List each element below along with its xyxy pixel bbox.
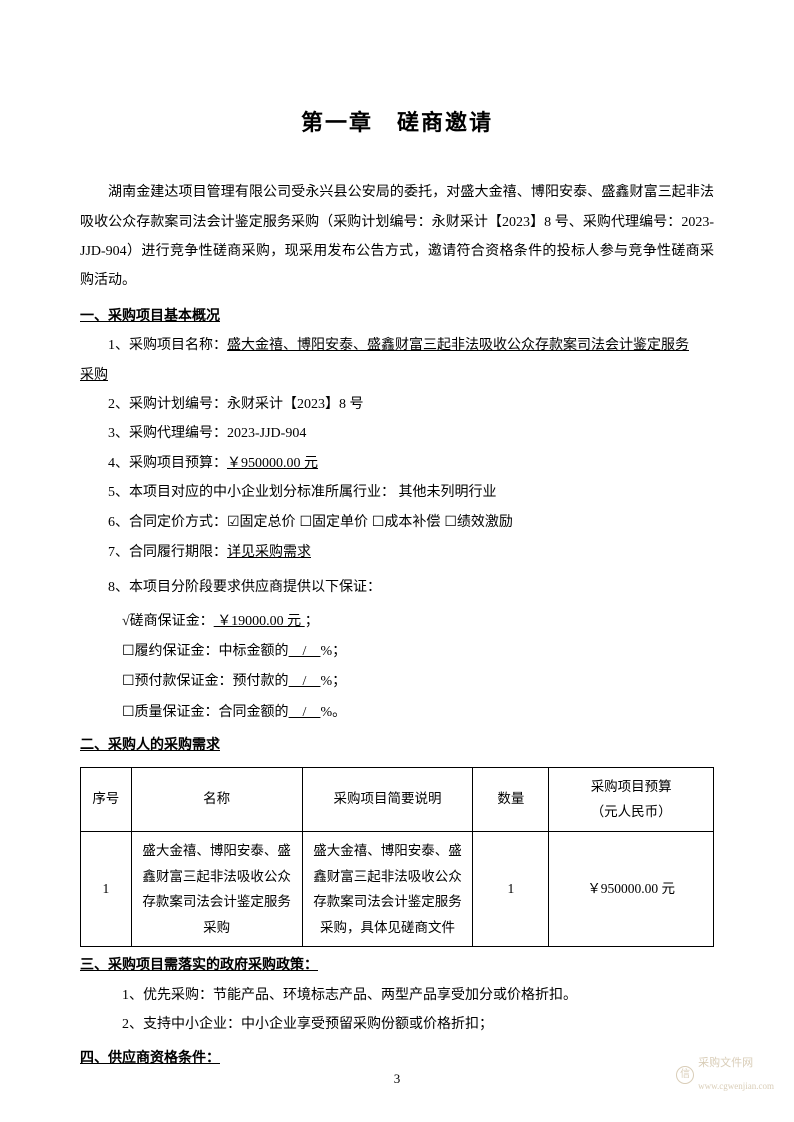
sub-bond-prefix: √磋商保证金： xyxy=(122,614,214,629)
th-budget: 采购项目预算 （元人民币） xyxy=(549,767,714,831)
item-5: 5、本项目对应的中小企业划分标准所属行业： 其他未列明行业 xyxy=(80,478,714,507)
intro-paragraph: 湖南金建达项目管理有限公司受永兴县公安局的委托，对盛大金禧、博阳安泰、盛鑫财富三… xyxy=(80,178,714,296)
sub-bond: √磋商保证金： ￥19000.00 元 ； xyxy=(80,607,714,636)
table-header-row: 序号 名称 采购项目简要说明 数量 采购项目预算 （元人民币） xyxy=(81,767,714,831)
watermark-text: 采购文件网 xyxy=(698,1057,753,1069)
sub-prepay: ☐预付款保证金：预付款的 / %； xyxy=(80,666,714,696)
td-qty: 1 xyxy=(473,831,549,947)
sub-quality-prefix: ☐质量保证金：合同金额的 xyxy=(122,703,289,719)
sub-quality: ☐质量保证金：合同金额的 / %。 xyxy=(80,697,714,727)
section-3-item-1: 1、优先采购：节能产品、环境标志产品、两型产品享受加分或价格折扣。 xyxy=(80,981,714,1010)
th-budget-l1: 采购项目预算 xyxy=(553,774,709,800)
item-4-value: ￥950000.00 元 xyxy=(227,456,318,471)
requirements-table: 序号 名称 采购项目简要说明 数量 采购项目预算 （元人民币） 1 盛大金禧、博… xyxy=(80,767,714,948)
item-4-prefix: 4、采购项目预算： xyxy=(108,456,227,471)
th-name: 名称 xyxy=(131,767,302,831)
section-1-heading: 一、采购项目基本概况 xyxy=(80,302,714,331)
sub-performance-prefix: ☐履约保证金：中标金额的 xyxy=(122,642,289,658)
watermark-url: www.cgwenjian.com xyxy=(698,1081,774,1091)
sub-prepay-prefix: ☐预付款保证金：预付款的 xyxy=(122,672,289,688)
sub-prepay-suffix: %； xyxy=(320,674,346,689)
page-number: 3 xyxy=(0,1065,794,1092)
sub-performance-blank: / xyxy=(289,644,321,659)
sub-bond-suffix: ； xyxy=(305,614,319,629)
item-1-line2: 采购 xyxy=(80,361,714,390)
th-qty: 数量 xyxy=(473,767,549,831)
th-desc: 采购项目简要说明 xyxy=(302,767,473,831)
item-7-value: 详见采购需求 xyxy=(227,545,311,560)
item-4: 4、采购项目预算：￥950000.00 元 xyxy=(80,449,714,478)
td-budget: ￥950000.00 元 xyxy=(549,831,714,947)
td-name: 盛大金禧、博阳安泰、盛鑫财富三起非法吸收公众存款案司法会计鉴定服务采购 xyxy=(131,831,302,947)
sub-quality-blank: / xyxy=(289,705,321,720)
item-6-options: ☑固定总价 ☐固定单价 ☐成本补偿 ☐绩效激励 xyxy=(227,513,513,529)
sub-quality-suffix: %。 xyxy=(320,705,346,720)
td-desc: 盛大金禧、博阳安泰、盛鑫财富三起非法吸收公众存款案司法会计鉴定服务采购，具体见磋… xyxy=(302,831,473,947)
item-6: 6、合同定价方式：☑固定总价 ☐固定单价 ☐成本补偿 ☐绩效激励 xyxy=(80,507,714,537)
item-6-prefix: 6、合同定价方式： xyxy=(108,515,227,530)
sub-performance-suffix: %； xyxy=(320,644,346,659)
item-1-value: 盛大金禧、博阳安泰、盛鑫财富三起非法吸收公众存款案司法会计鉴定服务 xyxy=(227,338,689,353)
th-budget-l2: （元人民币） xyxy=(553,799,709,825)
sub-performance: ☐履约保证金：中标金额的 / %； xyxy=(80,636,714,666)
th-seq: 序号 xyxy=(81,767,132,831)
watermark: 信 采购文件网 www.cgwenjian.com xyxy=(676,1052,774,1098)
item-1-prefix: 1、采购项目名称： xyxy=(108,338,227,353)
sub-prepay-blank: / xyxy=(289,674,321,689)
item-7-prefix: 7、合同履行期限： xyxy=(108,545,227,560)
item-8: 8、本项目分阶段要求供应商提供以下保证： xyxy=(80,573,714,602)
watermark-icon: 信 xyxy=(676,1066,694,1084)
table-row: 1 盛大金禧、博阳安泰、盛鑫财富三起非法吸收公众存款案司法会计鉴定服务采购 盛大… xyxy=(81,831,714,947)
section-3-item-2: 2、支持中小企业：中小企业享受预留采购份额或价格折扣； xyxy=(80,1010,714,1039)
item-7: 7、合同履行期限：详见采购需求 xyxy=(80,538,714,567)
td-seq: 1 xyxy=(81,831,132,947)
sub-bond-value: ￥19000.00 元 xyxy=(214,614,305,629)
item-1-value2: 采购 xyxy=(80,368,108,383)
section-3-heading: 三、采购项目需落实的政府采购政策： xyxy=(80,951,714,980)
section-2-heading: 二、采购人的采购需求 xyxy=(80,731,714,760)
item-2: 2、采购计划编号：永财采计【2023】8 号 xyxy=(80,390,714,419)
item-3: 3、采购代理编号：2023-JJD-904 xyxy=(80,419,714,448)
chapter-title: 第一章 磋商邀请 xyxy=(80,100,714,146)
item-1: 1、采购项目名称：盛大金禧、博阳安泰、盛鑫财富三起非法吸收公众存款案司法会计鉴定… xyxy=(80,331,714,360)
